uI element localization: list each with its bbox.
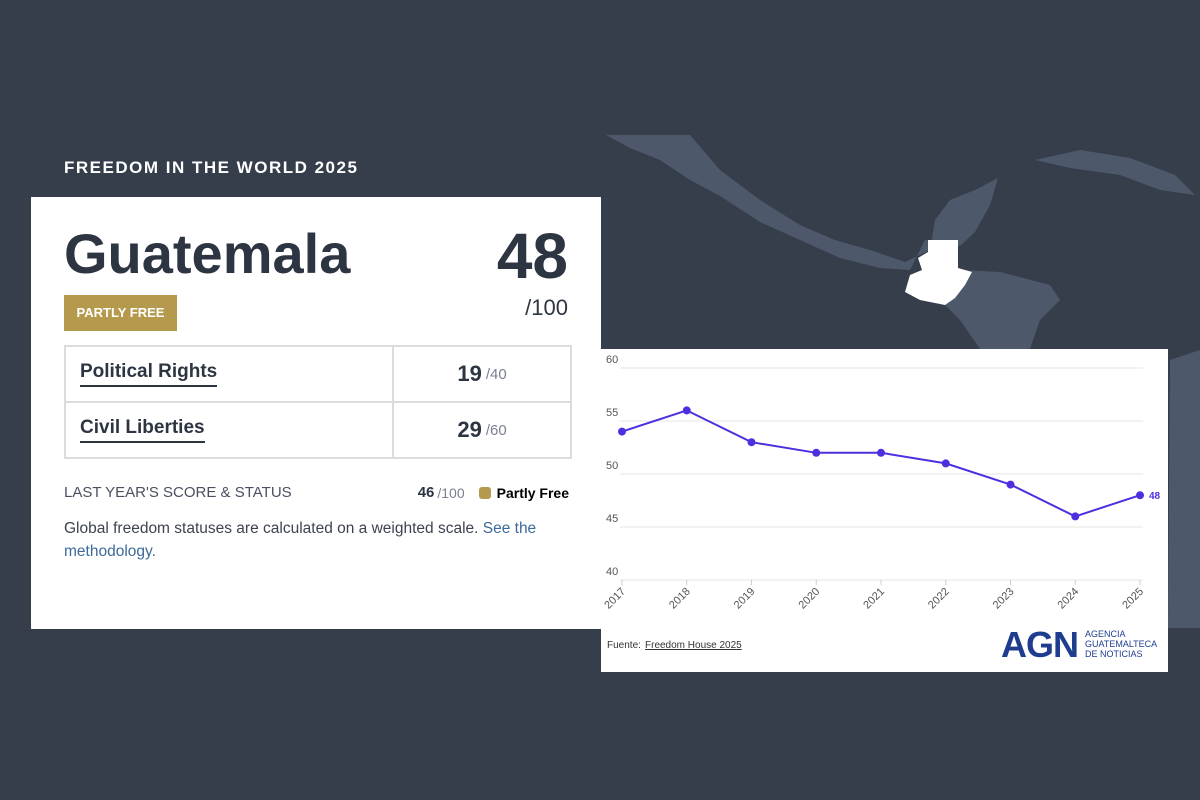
point xyxy=(682,406,691,415)
point xyxy=(618,427,626,436)
row-score: 19 xyxy=(457,361,482,386)
row-max: /60 xyxy=(485,421,507,439)
score-card: Guatemala 48 /100 PARTLY FREE Political … xyxy=(31,197,601,629)
chart-background xyxy=(601,349,1168,672)
last-year-max: /100 xyxy=(437,484,465,501)
point xyxy=(812,448,821,457)
land-cuba xyxy=(1035,150,1195,195)
y-tick-label: 60 xyxy=(606,354,618,366)
point xyxy=(1136,491,1144,500)
last-year-label: LAST YEAR'S SCORE & STATUS xyxy=(64,484,292,501)
row-label-cell: Civil Liberties xyxy=(66,403,394,457)
last-year-score: 46 xyxy=(417,484,435,501)
land-south-america xyxy=(1168,350,1200,628)
logo-text: AGENCIA xyxy=(1085,629,1126,639)
note: Global freedom statuses are calculated o… xyxy=(64,517,544,563)
row-score-cell: 29/60 xyxy=(394,403,570,457)
point xyxy=(941,459,950,468)
end-label: 48 xyxy=(1149,491,1161,502)
methodology-link[interactable]: See the methodology. xyxy=(64,520,537,560)
y-tick-label: 50 xyxy=(606,460,618,472)
land-guatemala xyxy=(905,240,972,305)
status-dot xyxy=(478,486,491,499)
point xyxy=(1006,480,1015,489)
row-score: 29 xyxy=(457,417,482,442)
point xyxy=(1071,512,1080,521)
y-tick-label: 45 xyxy=(606,513,618,525)
table-row: Civil Liberties 29/60 xyxy=(66,401,570,457)
logo-text: DE NOTICIAS xyxy=(1085,649,1143,659)
note-text: Global freedom statuses are calculated o… xyxy=(64,520,479,537)
row-label-link[interactable]: Civil Liberties xyxy=(80,417,205,443)
row-score-cell: 19/40 xyxy=(394,347,570,401)
score-max: /100 xyxy=(525,295,568,320)
score-table: Political Rights 19/40 Civil Liberties 2… xyxy=(64,345,572,459)
point xyxy=(747,438,756,447)
total-score: 48 xyxy=(496,220,568,292)
land-mexico xyxy=(606,135,998,270)
source-link: Freedom House 2025 xyxy=(645,640,742,651)
country-name: Guatemala xyxy=(64,222,351,285)
kicker: FREEDOM IN THE WORLD 2025 xyxy=(64,158,359,177)
row-label-link[interactable]: Political Rights xyxy=(80,361,218,387)
land-central-america xyxy=(940,270,1060,349)
row-label-cell: Political Rights xyxy=(66,347,394,401)
row-max: /40 xyxy=(485,365,507,383)
y-tick-label: 55 xyxy=(606,407,618,419)
last-year-status: Partly Free xyxy=(496,484,569,501)
status-badge: PARTLY FREE xyxy=(64,295,177,331)
source-prefix: Fuente: xyxy=(607,640,641,651)
y-tick-label: 40 xyxy=(606,566,618,578)
logo-text: GUATEMALTECA xyxy=(1085,639,1157,649)
logo-mark: AGN xyxy=(1001,624,1078,665)
point xyxy=(877,448,885,457)
last-year: LAST YEAR'S SCORE & STATUS 46 /100 Partl… xyxy=(64,484,569,501)
table-row: Political Rights 19/40 xyxy=(66,347,570,401)
